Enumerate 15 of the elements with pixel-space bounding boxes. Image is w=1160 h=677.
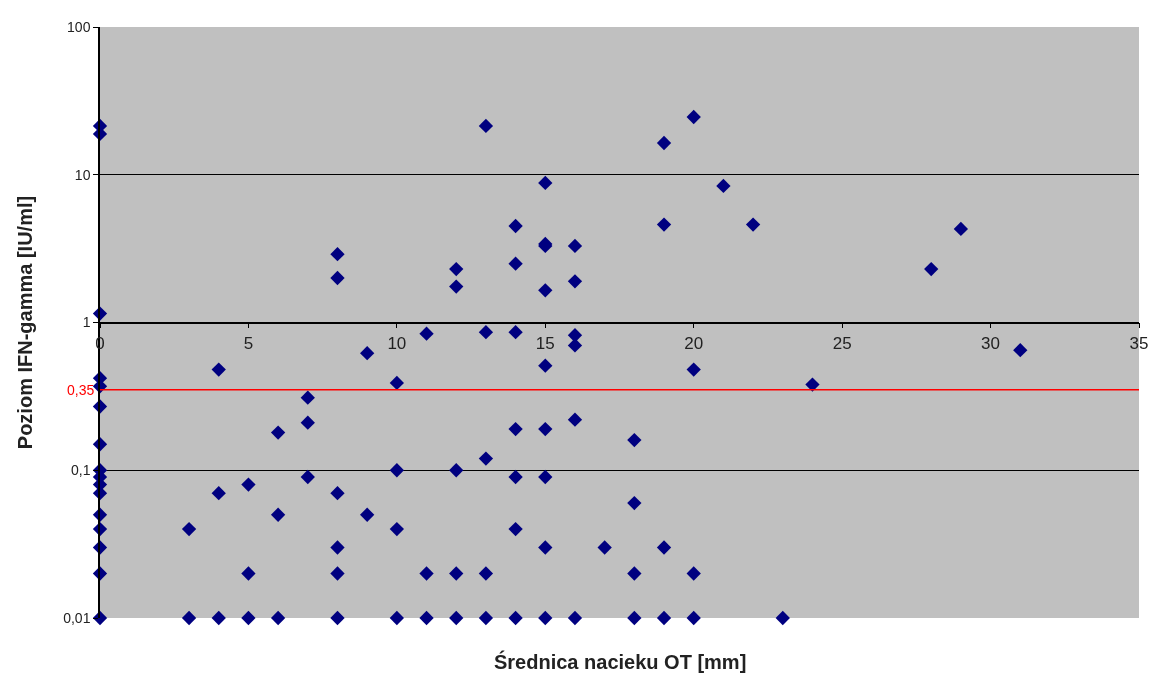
x-tick-label: 30 xyxy=(981,333,1001,353)
y-tick-label: 0,1 xyxy=(70,462,91,479)
y-tick-label: 10 xyxy=(74,166,91,183)
x-tick-label: 20 xyxy=(684,333,704,353)
ref-line-label: 0,35 xyxy=(67,382,95,398)
x-tick-label: 10 xyxy=(387,333,407,353)
y-axis-title: Poziom IFN-gamma [IU/ml] xyxy=(14,195,37,450)
x-tick-label: 35 xyxy=(1129,333,1149,353)
x-tick-label: 25 xyxy=(832,333,852,353)
y-tick-label: 0,01 xyxy=(63,609,91,626)
x-tick-label: 15 xyxy=(535,333,555,353)
y-tick-label: 100 xyxy=(67,18,91,35)
x-tick-label: 5 xyxy=(243,333,254,353)
x-axis-title: Średnica nacieku OT [mm] xyxy=(494,650,747,673)
y-tick-label: 1 xyxy=(82,314,91,331)
